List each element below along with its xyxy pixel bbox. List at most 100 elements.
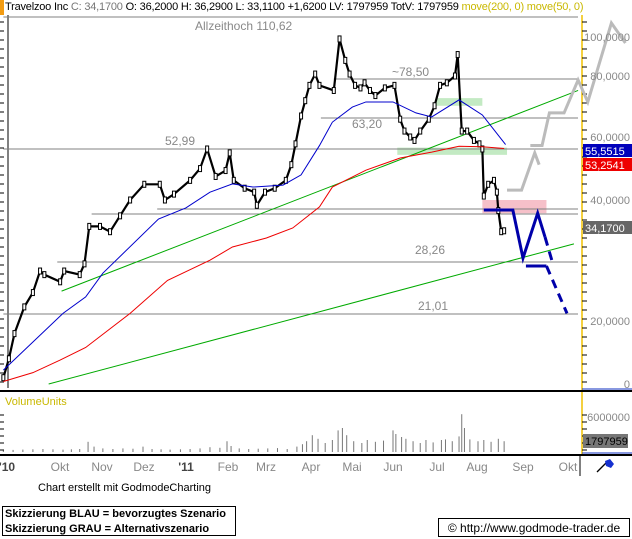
candle [317,81,322,89]
gray-scenario-path [530,19,627,148]
price-line [2,38,505,379]
candle [1,374,6,382]
ma200-line [3,145,505,382]
y-tick-label: 80,0000 [590,71,630,83]
candle [358,84,363,92]
level-label: 28,26 [415,243,445,257]
candle [465,127,470,135]
candle [82,260,87,268]
drawing-tool-button[interactable] [581,457,632,475]
indicator-names: move(200, 0) move(50, 0) [461,1,584,13]
candle [205,145,210,153]
candle [402,127,407,135]
last-price-badge: 34,1700 [585,223,625,235]
blue-scenario-path [545,265,569,314]
candle [162,196,167,204]
copyright-link[interactable]: © http://www.godmode-trader.de [438,518,630,537]
scenario-legend: Skizzierung BLAU = bevorzugtes Szenario … [2,506,236,536]
candle [438,81,443,89]
x-tick-label: Apr [302,460,321,474]
candle [337,35,342,43]
candle [418,127,423,135]
x-tick-label: Okt [559,460,578,474]
candle [444,79,449,87]
candle [142,180,147,188]
candle [98,222,102,230]
chart-credit: Chart erstellt mit GodmodeCharting [38,482,212,494]
ohlc-values: O: 36,2000 H: 36,2900 L: 33,1100 +1,6200… [125,1,459,13]
ma200-value-badge: 53,2541 [585,160,625,172]
ma50-value-badge: 55,5515 [585,146,625,158]
blue-scenario-path [483,208,547,264]
candle [38,267,43,275]
candle [480,145,485,153]
legend-gray: Skizzierung GRAU = Alternativszenario [5,523,210,535]
candle [331,86,336,94]
x-tick-label: Feb [218,460,239,474]
candle [227,149,232,157]
candle [42,271,47,279]
candle [347,70,352,78]
candle [118,212,123,220]
price-chart[interactable]: Allzeithoch 110,62 ~78,50 63,20 52,99 28,26 2… [0,0,632,480]
level-label: Allzeithoch 110,62 [195,19,293,33]
candle [353,81,358,89]
volume-last-badge: 1797959 [585,436,628,448]
x-tick-label: Jul [429,460,444,474]
level-label: 63,20 [352,117,382,131]
candle [252,188,257,196]
candle [198,165,203,173]
candle [157,180,162,188]
candle [412,136,417,144]
candle [299,112,304,120]
level-label: 52,99 [165,134,195,148]
candle [223,167,228,175]
candle [128,196,133,204]
candle [263,188,267,196]
candle [343,56,348,64]
candle [367,86,372,94]
candle [459,127,464,135]
candle [22,303,27,311]
candle [30,289,35,297]
candle [58,278,63,286]
level-label: ~78,50 [392,65,429,79]
x-tick-label: '11 [178,460,194,474]
candle [188,176,193,184]
candle [77,271,82,279]
trendline [61,90,579,292]
candle [502,227,507,235]
y-tick-label: 20,0000 [590,316,630,328]
candle [373,92,378,100]
candle [494,188,499,196]
candle [455,51,460,59]
candle [242,184,247,192]
candle [231,176,236,184]
last-price-badge-bg [583,221,632,234]
volume-title: VolumeUnits [5,396,67,408]
candle [171,190,176,198]
support-zone [397,147,508,155]
candle [426,115,431,123]
candle [87,222,92,230]
candle [452,72,457,80]
gray-scenario-path [507,148,541,192]
candle [392,81,397,89]
trendline [48,243,575,385]
blue-scenario-path [543,236,554,263]
candle [108,228,113,236]
x-tick-label: Dez [133,460,154,474]
x-tick-label: Nov [91,460,112,474]
candle [213,172,218,180]
candle [12,330,17,338]
candle [382,84,387,92]
candle [432,102,437,110]
candle [293,140,298,148]
candle [254,201,259,209]
candle [408,133,413,141]
candle [486,180,491,188]
volume-tick-label: 6000000 [587,412,630,424]
symbol-name: Travelzoo Inc [5,1,69,13]
candle [6,355,11,363]
